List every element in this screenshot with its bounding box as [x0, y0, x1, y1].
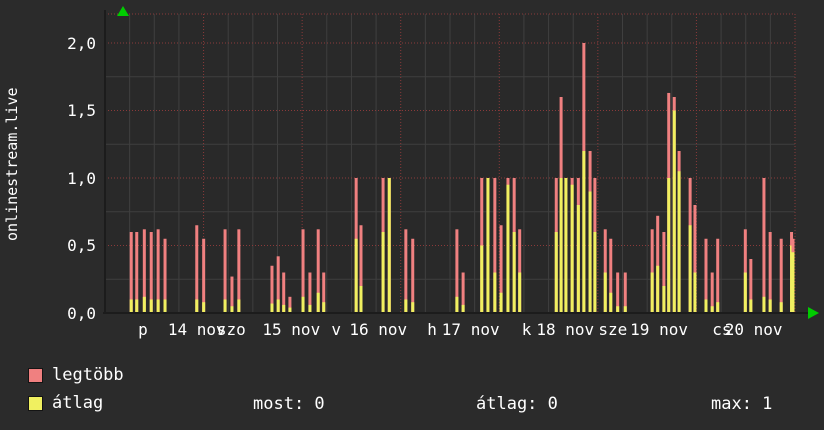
x-tick-label: sze [598, 320, 628, 339]
x-tick-label: v [331, 320, 341, 339]
stat-atlag: átlag: 0 [476, 394, 558, 414]
x-tick-label: p [138, 320, 148, 339]
y-tick-label: 2,0 [67, 34, 96, 53]
legend-row-avg: átlag [28, 393, 104, 413]
y-tick-label: 0,0 [67, 304, 96, 323]
legend-row-max: legtöbb [28, 365, 124, 385]
y-axis-title: onlinestream.live [3, 87, 21, 242]
chart-canvas [103, 6, 819, 319]
chart-plot-area [103, 6, 819, 319]
x-tick-label: 19 nov [630, 320, 688, 339]
x-tick-label: k [521, 320, 532, 339]
x-tick-label: h [427, 320, 437, 339]
x-tick-label: 17 nov [441, 320, 500, 339]
legend-label-avg: átlag [52, 393, 104, 413]
x-tick-label: szo [216, 320, 246, 339]
legend-swatch-avg [28, 395, 43, 411]
stat-max: max: 1 [711, 394, 773, 414]
x-tick-label: 16 nov [349, 320, 408, 339]
x-tick-label: cs [712, 320, 732, 339]
y-tick-label: 1,0 [67, 169, 96, 188]
x-tick-label: 15 nov [262, 320, 321, 339]
x-tick-label: 14 nov [167, 320, 226, 339]
stat-most: most: 0 [253, 394, 325, 414]
x-tick-label: 20 nov [724, 320, 783, 339]
y-tick-label: 1,5 [67, 101, 96, 120]
legend-label-max: legtöbb [52, 365, 124, 385]
y-tick-label: 0,5 [67, 236, 96, 255]
x-tick-label: 18 nov [536, 320, 595, 339]
legend-swatch-max [28, 367, 43, 383]
